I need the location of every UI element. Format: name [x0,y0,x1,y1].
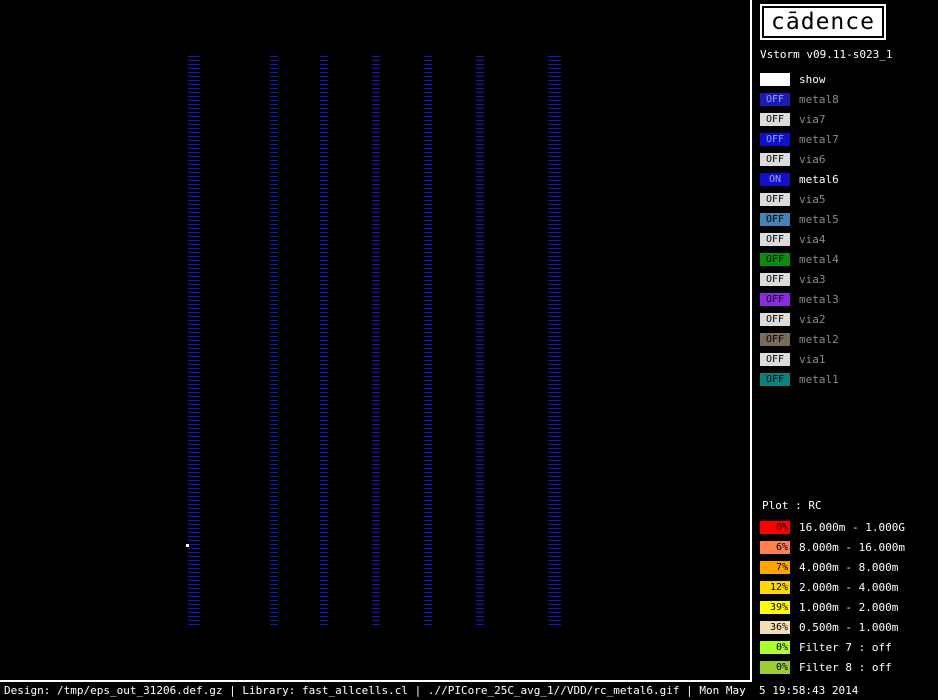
layer-label: metal7 [799,132,839,146]
layer-label: via1 [799,352,826,366]
legend-swatch[interactable]: 12% [760,580,790,594]
layout-canvas[interactable] [0,0,750,680]
legend-range: 16.000m - 1.000G [799,520,905,534]
layer-toggle-via5[interactable]: OFF [760,192,790,206]
layer-row-via5[interactable]: OFF via5 [760,189,839,209]
legend-row[interactable]: 0% Filter 8 : off [760,657,905,677]
probe-marker [186,544,189,547]
layer-row-show[interactable]: show [760,69,839,89]
legend-row[interactable]: 12% 2.000m - 4.000m [760,577,905,597]
power-stripe [372,56,380,625]
layer-row-metal4[interactable]: OFF metal4 [760,249,839,269]
status-divider [0,680,752,682]
layer-row-metal2[interactable]: OFF metal2 [760,329,839,349]
layer-label: metal2 [799,332,839,346]
legend-row[interactable]: 0% Filter 7 : off [760,637,905,657]
layer-row-via4[interactable]: OFF via4 [760,229,839,249]
status-bar: Design: /tmp/eps_out_31206.def.gz | Libr… [4,684,859,697]
power-stripe [270,56,278,625]
legend-range: 1.000m - 2.000m [799,600,899,614]
version-label: Vstorm v09.11-s023_1 [760,48,893,61]
control-panel: cādence Vstorm v09.11-s023_1 show OFF meta… [752,0,938,680]
layer-label: metal8 [799,92,839,106]
legend-swatch[interactable]: 36% [760,620,790,634]
layer-label: metal4 [799,252,839,266]
legend-range: Filter 7 : off [799,640,892,654]
layer-toggle-metal2[interactable]: OFF [760,332,790,346]
legend-swatch[interactable]: 7% [760,560,790,574]
cadence-logo: cādence [760,4,886,40]
layer-toggle-metal4[interactable]: OFF [760,252,790,266]
legend-range: Filter 8 : off [799,660,892,674]
layer-toggle-via6[interactable]: OFF [760,152,790,166]
power-stripe [188,56,200,625]
layer-row-via3[interactable]: OFF via3 [760,269,839,289]
layer-row-metal8[interactable]: OFF metal8 [760,89,839,109]
layer-list: show OFF metal8 OFF via7 OFF metal7 OFF via6 ON me… [760,69,839,389]
layer-row-metal1[interactable]: OFF metal1 [760,369,839,389]
layer-label: metal5 [799,212,839,226]
layer-toggle-via2[interactable]: OFF [760,312,790,326]
layer-row-via2[interactable]: OFF via2 [760,309,839,329]
layer-toggle-metal7[interactable]: OFF [760,132,790,146]
power-stripe [320,56,328,625]
power-stripe [548,56,561,625]
layer-toggle-metal1[interactable]: OFF [760,372,790,386]
legend-range: 2.000m - 4.000m [799,580,899,594]
legend-swatch[interactable]: 0% [760,640,790,654]
layer-label: metal1 [799,372,839,386]
layer-row-metal3[interactable]: OFF metal3 [760,289,839,309]
power-stripe [476,56,484,625]
layer-toggle-via3[interactable]: OFF [760,272,790,286]
layer-toggle-metal5[interactable]: OFF [760,212,790,226]
legend-swatch[interactable]: 6% [760,540,790,554]
layer-toggle-via7[interactable]: OFF [760,112,790,126]
layer-row-metal7[interactable]: OFF metal7 [760,129,839,149]
layer-row-metal6[interactable]: ON metal6 [760,169,839,189]
legend-row[interactable]: 0% 16.000m - 1.000G [760,517,905,537]
layer-toggle-via4[interactable]: OFF [760,232,790,246]
legend-row[interactable]: 6% 8.000m - 16.000m [760,537,905,557]
layer-label: via4 [799,232,826,246]
layer-row-via7[interactable]: OFF via7 [760,109,839,129]
legend-row[interactable]: 7% 4.000m - 8.000m [760,557,905,577]
layer-label: metal6 [799,172,839,186]
power-stripe [424,56,432,625]
layer-toggle-metal8[interactable]: OFF [760,92,790,106]
layer-label: metal3 [799,292,839,306]
legend-row[interactable]: 36% 0.500m - 1.000m [760,617,905,637]
legend-row[interactable]: 39% 1.000m - 2.000m [760,597,905,617]
layer-row-metal5[interactable]: OFF metal5 [760,209,839,229]
layer-label: via3 [799,272,826,286]
layer-row-via1[interactable]: OFF via1 [760,349,839,369]
rc-legend: 0% 16.000m - 1.000G 6% 8.000m - 16.000m 7% 4.… [760,517,905,677]
layer-label: via5 [799,192,826,206]
layer-toggle-show[interactable] [760,72,790,86]
logo-text: cādence [762,6,884,38]
layer-toggle-metal3[interactable]: OFF [760,292,790,306]
legend-range: 0.500m - 1.000m [799,620,899,634]
legend-swatch[interactable]: 0% [760,520,790,534]
legend-swatch[interactable]: 39% [760,600,790,614]
layer-label: show [799,72,826,86]
legend-range: 4.000m - 8.000m [799,560,899,574]
power-grid-view [186,56,561,625]
layer-toggle-via1[interactable]: OFF [760,352,790,366]
panel-divider [750,0,752,682]
legend-swatch[interactable]: 0% [760,660,790,674]
plot-title: Plot : RC [762,499,822,512]
layer-label: via7 [799,112,826,126]
layer-label: via6 [799,152,826,166]
layer-label: via2 [799,312,826,326]
layer-row-via6[interactable]: OFF via6 [760,149,839,169]
layer-toggle-metal6[interactable]: ON [760,172,790,186]
legend-range: 8.000m - 16.000m [799,540,905,554]
